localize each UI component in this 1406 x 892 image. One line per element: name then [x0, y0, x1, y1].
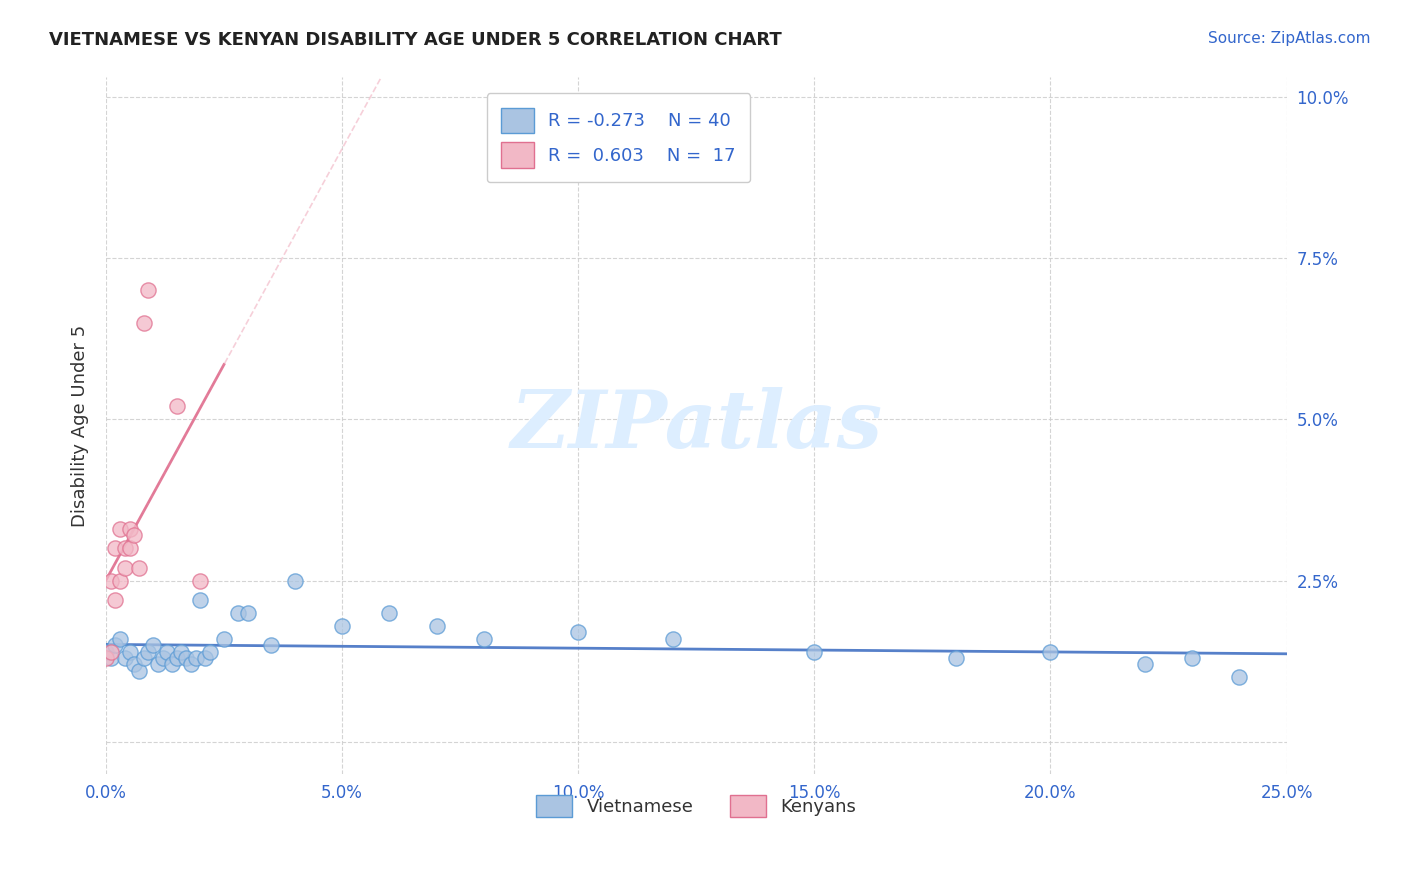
Y-axis label: Disability Age Under 5: Disability Age Under 5 — [72, 325, 89, 527]
Point — [122, 657, 145, 672]
Point — [180, 657, 202, 672]
Point — [236, 606, 259, 620]
Point — [945, 651, 967, 665]
Point — [156, 644, 179, 658]
Point — [108, 632, 131, 646]
Point — [104, 541, 127, 556]
Point — [118, 522, 141, 536]
Point — [114, 651, 136, 665]
Point — [166, 651, 188, 665]
Point — [118, 541, 141, 556]
Point — [184, 651, 207, 665]
Point — [128, 664, 150, 678]
Point — [132, 651, 155, 665]
Point — [100, 574, 122, 588]
Point — [142, 638, 165, 652]
Point — [114, 560, 136, 574]
Point — [190, 593, 212, 607]
Point — [284, 574, 307, 588]
Point — [94, 651, 117, 665]
Point — [170, 644, 193, 658]
Point — [132, 316, 155, 330]
Point — [1133, 657, 1156, 672]
Point — [174, 651, 197, 665]
Point — [1181, 651, 1204, 665]
Point — [1039, 644, 1062, 658]
Point — [212, 632, 235, 646]
Point — [425, 619, 447, 633]
Point — [100, 651, 122, 665]
Point — [122, 528, 145, 542]
Legend: Vietnamese, Kenyans: Vietnamese, Kenyans — [529, 788, 863, 824]
Point — [104, 638, 127, 652]
Point — [114, 541, 136, 556]
Point — [160, 657, 183, 672]
Point — [803, 644, 825, 658]
Point — [108, 522, 131, 536]
Text: VIETNAMESE VS KENYAN DISABILITY AGE UNDER 5 CORRELATION CHART: VIETNAMESE VS KENYAN DISABILITY AGE UNDE… — [49, 31, 782, 49]
Point — [190, 574, 212, 588]
Point — [166, 400, 188, 414]
Point — [104, 593, 127, 607]
Point — [146, 657, 169, 672]
Point — [1227, 670, 1250, 684]
Point — [152, 651, 174, 665]
Point — [567, 625, 589, 640]
Point — [138, 283, 160, 297]
Point — [260, 638, 283, 652]
Point — [378, 606, 401, 620]
Point — [226, 606, 249, 620]
Point — [108, 574, 131, 588]
Point — [128, 560, 150, 574]
Point — [194, 651, 217, 665]
Point — [138, 644, 160, 658]
Point — [330, 619, 353, 633]
Text: Source: ZipAtlas.com: Source: ZipAtlas.com — [1208, 31, 1371, 46]
Point — [661, 632, 683, 646]
Point — [198, 644, 221, 658]
Point — [118, 644, 141, 658]
Point — [94, 644, 117, 658]
Point — [472, 632, 495, 646]
Text: ZIPatlas: ZIPatlas — [510, 387, 883, 465]
Point — [100, 644, 122, 658]
